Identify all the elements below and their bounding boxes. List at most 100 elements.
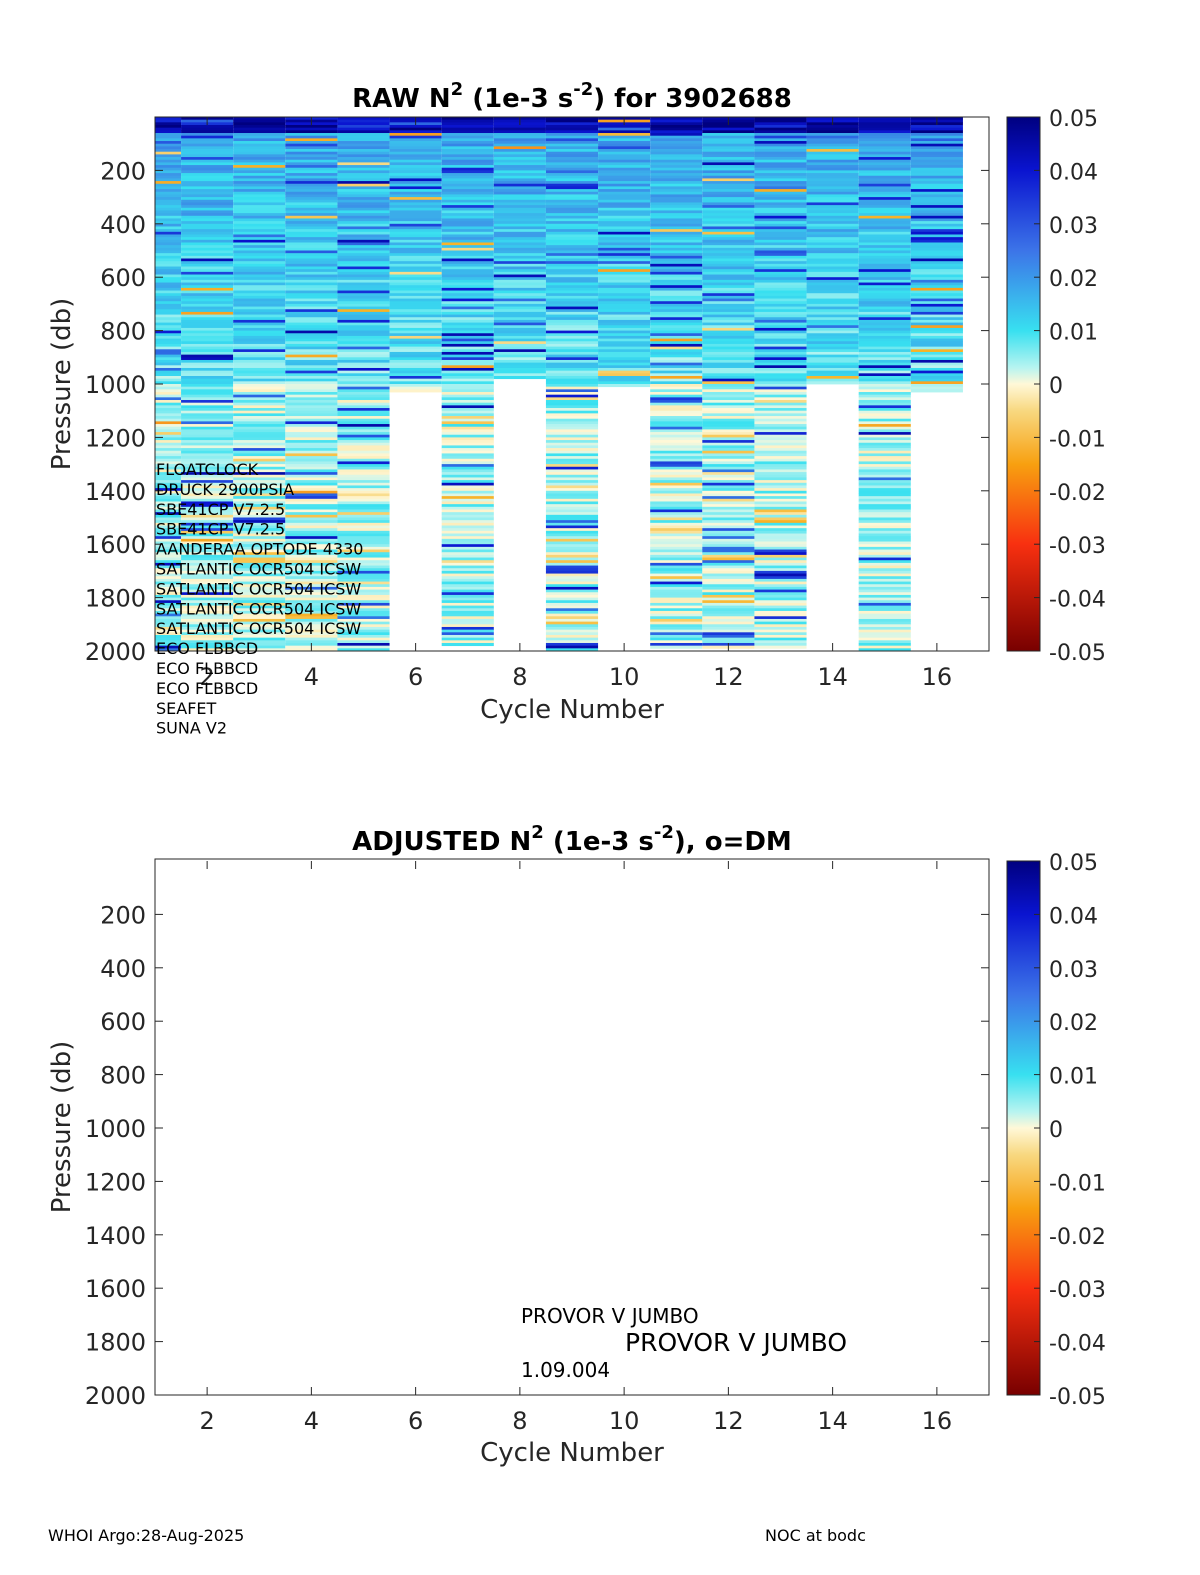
n2-cell bbox=[441, 287, 494, 291]
cycle-column bbox=[337, 117, 390, 652]
n2-cell bbox=[858, 440, 911, 444]
n2-cell bbox=[493, 365, 546, 369]
n2-cell bbox=[155, 546, 182, 550]
n2-cell bbox=[545, 175, 599, 179]
n2-cell bbox=[389, 170, 442, 174]
n2-cell bbox=[181, 546, 234, 550]
n2-cell bbox=[702, 370, 755, 374]
n2-cell bbox=[493, 343, 546, 348]
n2-cell bbox=[441, 429, 494, 433]
n2-cell bbox=[285, 512, 338, 516]
n2-cell bbox=[754, 365, 807, 369]
n2-cell bbox=[493, 215, 546, 219]
n2-cell bbox=[337, 549, 390, 553]
n2-cell bbox=[545, 285, 599, 289]
n2-cell bbox=[650, 117, 703, 121]
n2-cell bbox=[181, 314, 234, 318]
n2-cell bbox=[233, 138, 286, 142]
n2-cell bbox=[754, 522, 807, 526]
n2-cell bbox=[702, 525, 755, 529]
n2-cell bbox=[181, 138, 234, 142]
n2-cell bbox=[650, 322, 703, 326]
n2-cell bbox=[702, 234, 755, 238]
n2-cell bbox=[441, 213, 494, 217]
n2-cell bbox=[181, 245, 234, 249]
n2-cell bbox=[650, 416, 703, 420]
n2-cell bbox=[337, 605, 390, 609]
n2-cell bbox=[545, 367, 599, 372]
n2-cell bbox=[545, 586, 599, 590]
n2-cell bbox=[754, 432, 807, 436]
n2-cell bbox=[155, 173, 182, 177]
n2-cell bbox=[650, 493, 703, 497]
n2-cell bbox=[181, 474, 234, 478]
n2-cell bbox=[285, 231, 338, 235]
n2-cell bbox=[650, 400, 703, 404]
n2-cell bbox=[233, 554, 286, 558]
n2-cell bbox=[337, 213, 390, 217]
n2-cell bbox=[181, 466, 234, 470]
n2-cell bbox=[702, 490, 755, 494]
n2-cell bbox=[155, 322, 182, 326]
n2-cell bbox=[441, 634, 494, 639]
n2-cell bbox=[650, 506, 703, 510]
n2-cell bbox=[441, 314, 494, 318]
n2-cell bbox=[598, 261, 651, 265]
cycle-column bbox=[806, 117, 859, 385]
n2-cell bbox=[441, 282, 494, 286]
n2-cell bbox=[806, 221, 859, 225]
n2-cell bbox=[337, 314, 390, 318]
n2-cell bbox=[754, 205, 807, 209]
n2-cell bbox=[858, 594, 911, 598]
n2-cell bbox=[493, 133, 546, 137]
n2-cell bbox=[285, 327, 338, 331]
n2-cell bbox=[858, 293, 911, 297]
n2-cell bbox=[181, 335, 234, 340]
n2-cell bbox=[754, 330, 807, 334]
n2-cell bbox=[806, 354, 859, 358]
n2-cell bbox=[155, 303, 182, 307]
n2-cell bbox=[441, 303, 494, 307]
n2-cell bbox=[598, 138, 651, 142]
n2-cell bbox=[650, 261, 703, 265]
n2-cell bbox=[598, 157, 651, 161]
n2-cell bbox=[493, 354, 546, 358]
n2-cell bbox=[754, 359, 807, 364]
n2-cell bbox=[181, 456, 234, 460]
n2-cell bbox=[155, 570, 182, 574]
n2-cell bbox=[337, 488, 390, 492]
n2-cell bbox=[650, 488, 703, 492]
n2-cell bbox=[389, 157, 442, 161]
n2-cell bbox=[233, 175, 286, 179]
n2-cell bbox=[545, 325, 599, 329]
n2-cell bbox=[337, 330, 390, 334]
n2-cell bbox=[650, 408, 703, 412]
n2-cell bbox=[441, 421, 494, 425]
n2-cell bbox=[598, 151, 651, 155]
n2-cell bbox=[754, 613, 807, 617]
n2-cell bbox=[389, 311, 442, 315]
n2-cell bbox=[233, 143, 286, 147]
n2-cell bbox=[702, 632, 755, 636]
n2-cell bbox=[858, 456, 911, 460]
n2-cell bbox=[545, 597, 599, 601]
n2-cell bbox=[650, 133, 703, 137]
n2-cell bbox=[754, 215, 807, 219]
n2-cell bbox=[441, 338, 494, 342]
n2-cell bbox=[650, 546, 703, 550]
n2-cell bbox=[702, 592, 755, 596]
x-tick-label: 14 bbox=[817, 663, 848, 691]
n2-cell bbox=[493, 247, 546, 251]
n2-cell bbox=[910, 381, 963, 385]
n2-cell bbox=[493, 149, 546, 153]
n2-cell bbox=[702, 546, 755, 550]
n2-cell bbox=[858, 501, 911, 505]
n2-cell bbox=[233, 349, 286, 353]
n2-cell bbox=[545, 613, 599, 617]
n2-cell bbox=[702, 522, 755, 526]
n2-cell bbox=[337, 306, 390, 310]
n2-cell bbox=[493, 373, 546, 377]
n2-cell bbox=[702, 146, 755, 150]
n2-cell bbox=[337, 445, 390, 449]
n2-cell bbox=[337, 253, 390, 257]
